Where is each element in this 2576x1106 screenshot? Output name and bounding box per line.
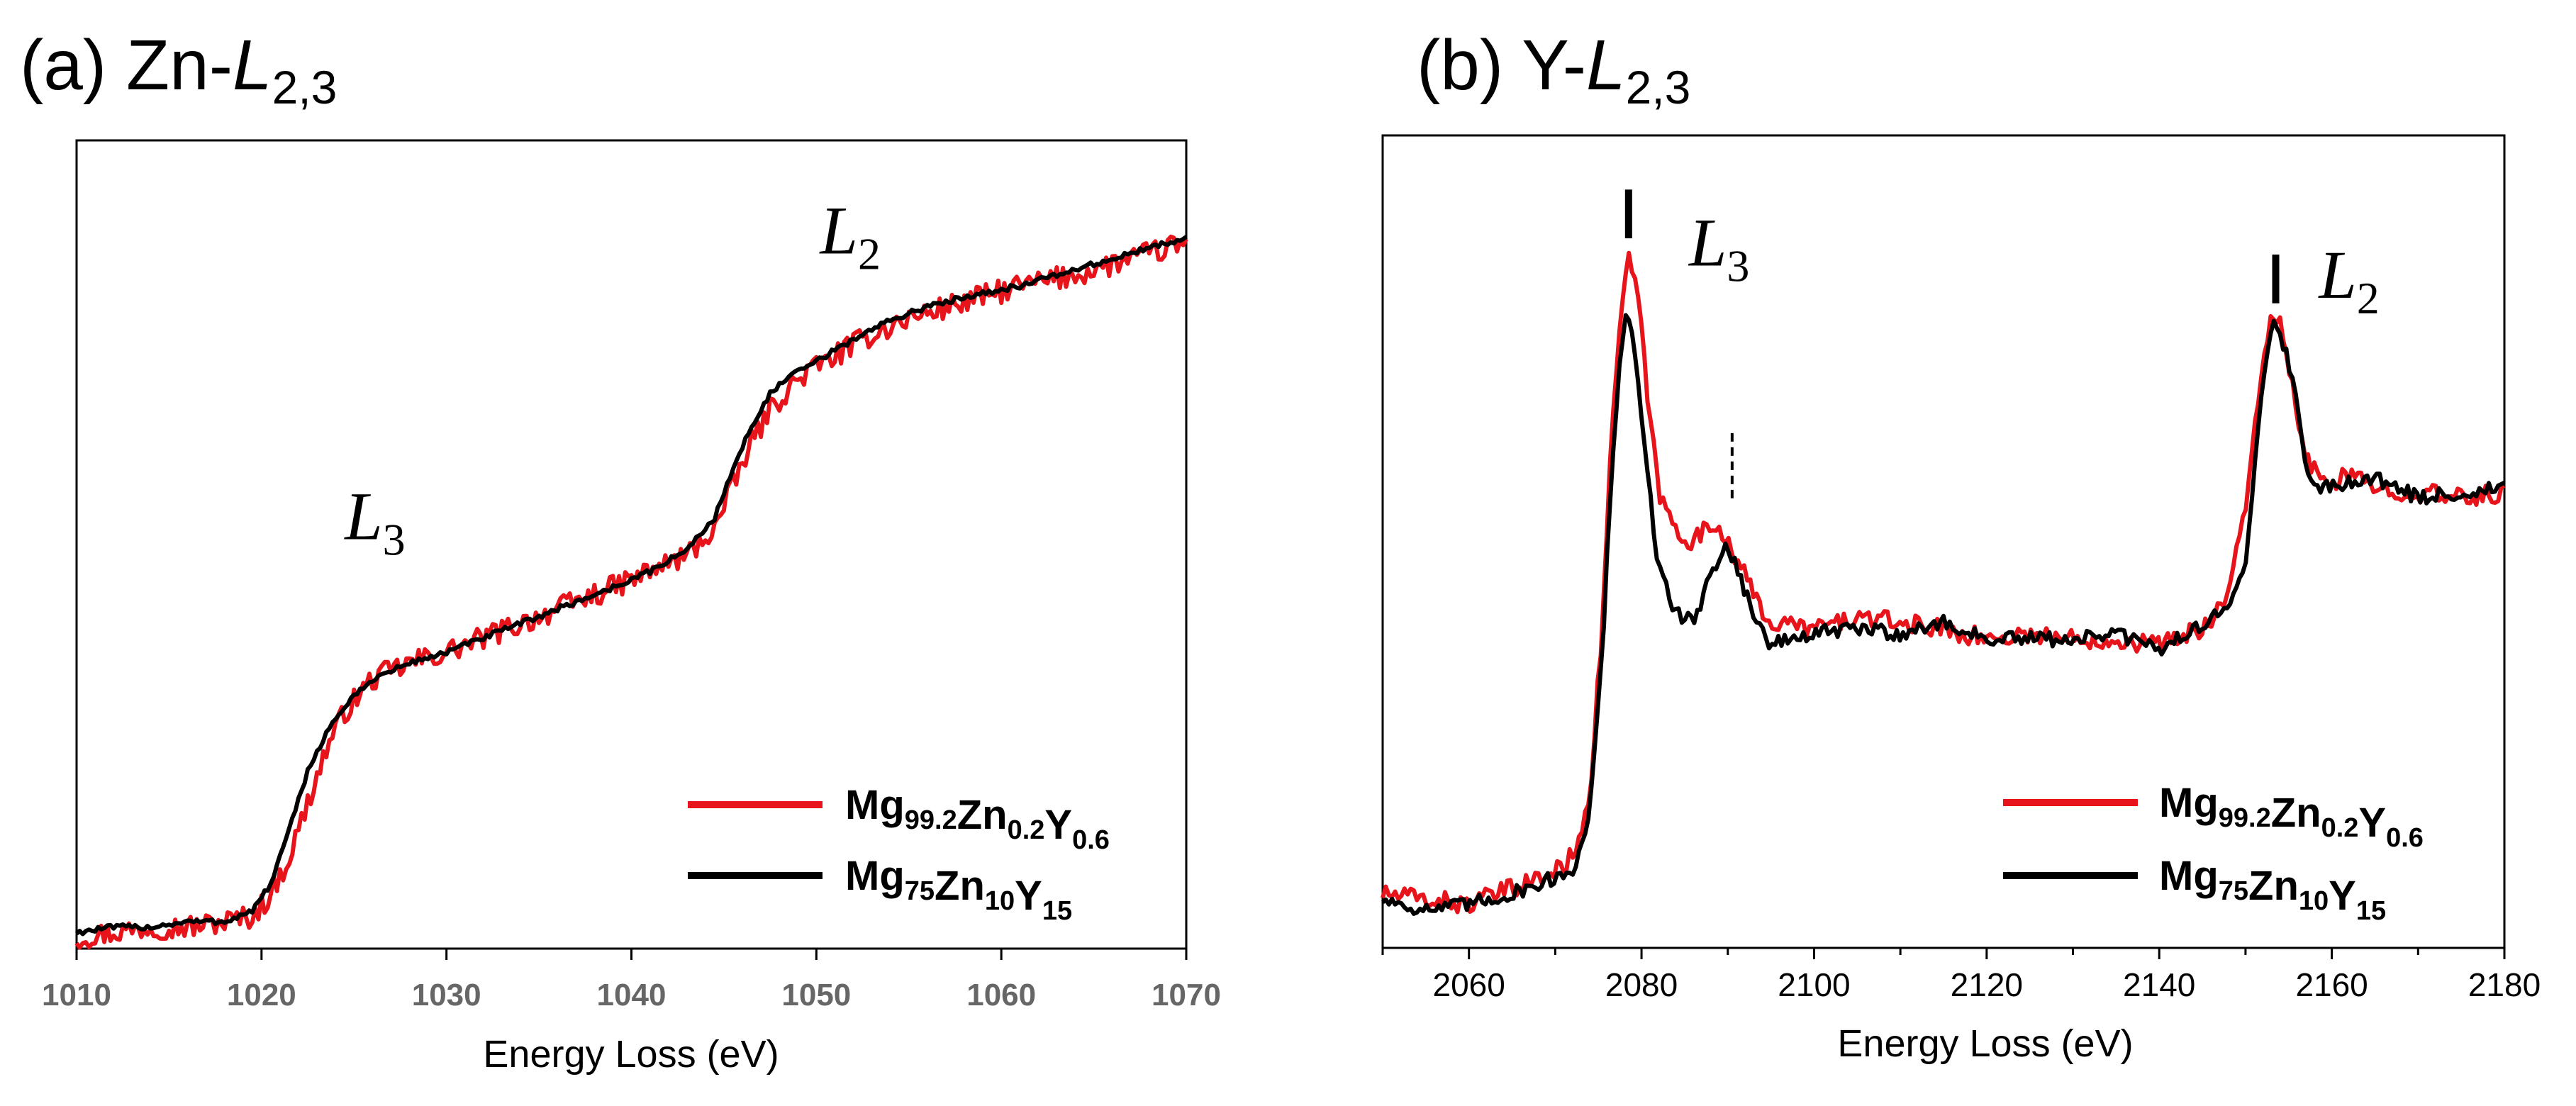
x-tick-label: 2180 bbox=[2468, 966, 2541, 1003]
legend-label: Mg75Zn10Y15 bbox=[845, 853, 1072, 926]
edge-label: L3 bbox=[1688, 204, 1749, 291]
panel-a-title: (a) Zn-L2,3 bbox=[20, 26, 337, 113]
panel-a: (a) Zn-L2,3 1010 1020 1030 1040 1050 1060 1070… bbox=[20, 26, 1221, 1076]
panel-b-x-axis: 2060 2080 2100 2120 2140 2160 2180 bbox=[1381, 948, 2541, 1003]
x-tick-label: 1030 bbox=[412, 978, 481, 1012]
x-tick-label: 2100 bbox=[1778, 966, 1850, 1003]
x-tick-label: 1070 bbox=[1152, 978, 1221, 1012]
x-tick-label: 2160 bbox=[2295, 966, 2368, 1003]
edge-label: L3 bbox=[343, 478, 405, 564]
panel-a-series bbox=[74, 234, 1188, 950]
legend-label: Mg99.2Zn0.2Y0.6 bbox=[2159, 780, 2424, 853]
panel-b-x-axis-title: Energy Loss (eV) bbox=[1837, 1022, 2133, 1065]
x-tick-label: 2140 bbox=[2123, 966, 2195, 1003]
panel-a-x-axis-title: Energy Loss (eV) bbox=[483, 1033, 779, 1076]
x-tick-label: 2080 bbox=[1605, 966, 1678, 1003]
panel-b: (b) Y-L2,3 2060 2080 2100 2120 2140 2160 2180 … bbox=[1381, 26, 2541, 1065]
panel-a-annotations: L3 L2 bbox=[343, 193, 881, 565]
panel-b-series bbox=[1381, 250, 2506, 916]
legend-label: Mg75Zn10Y15 bbox=[2159, 853, 2386, 926]
x-tick-label: 1060 bbox=[966, 978, 1036, 1012]
panel-b-annotations: L3 L2 bbox=[1688, 204, 2380, 323]
edge-label: L2 bbox=[819, 193, 881, 279]
x-tick-label: 1020 bbox=[227, 978, 296, 1012]
panel-a-x-axis: 1010 1020 1030 1040 1050 1060 1070 bbox=[42, 949, 1221, 1012]
series-line bbox=[1381, 313, 2506, 916]
legend-label: Mg99.2Zn0.2Y0.6 bbox=[845, 782, 1110, 855]
x-tick-label: 1010 bbox=[42, 978, 111, 1012]
panel-b-plot-frame bbox=[1381, 134, 2506, 949]
x-tick-label: 1050 bbox=[781, 978, 851, 1012]
x-tick-label: 2060 bbox=[1433, 966, 1505, 1003]
panel-b-title: (b) Y-L2,3 bbox=[1417, 26, 1690, 113]
edge-label: L2 bbox=[2317, 237, 2379, 323]
x-tick-label: 2120 bbox=[1951, 966, 2023, 1003]
series-line bbox=[74, 235, 1188, 937]
x-tick-label: 1040 bbox=[597, 978, 667, 1012]
panel-b-peak-markers bbox=[1624, 189, 2280, 498]
